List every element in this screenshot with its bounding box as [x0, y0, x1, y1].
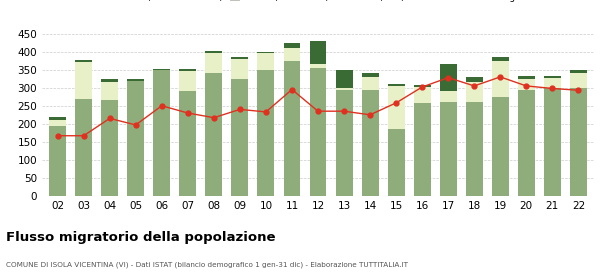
Bar: [388, 86, 404, 129]
Bar: [440, 64, 457, 91]
Bar: [544, 88, 561, 196]
Bar: [440, 91, 457, 102]
Bar: [49, 120, 66, 126]
Bar: [544, 78, 561, 88]
Bar: [101, 82, 118, 100]
Bar: [310, 68, 326, 196]
Bar: [466, 102, 482, 196]
Bar: [205, 53, 223, 73]
Bar: [310, 64, 326, 68]
Bar: [492, 61, 509, 97]
Bar: [232, 79, 248, 196]
Bar: [570, 73, 587, 88]
Bar: [179, 69, 196, 71]
Bar: [205, 51, 223, 53]
Bar: [101, 100, 118, 196]
Bar: [544, 76, 561, 78]
Bar: [232, 57, 248, 59]
Bar: [335, 88, 353, 90]
Bar: [154, 69, 170, 70]
Bar: [310, 41, 326, 64]
Bar: [49, 126, 66, 196]
Bar: [362, 73, 379, 77]
Bar: [75, 60, 92, 62]
Bar: [518, 90, 535, 196]
Bar: [413, 103, 431, 196]
Bar: [362, 90, 379, 196]
Bar: [49, 116, 66, 120]
Bar: [127, 81, 144, 196]
Bar: [75, 62, 92, 99]
Bar: [127, 80, 144, 81]
Bar: [362, 77, 379, 90]
Bar: [284, 43, 301, 48]
Bar: [335, 90, 353, 196]
Bar: [388, 129, 404, 196]
Bar: [179, 71, 196, 91]
Text: COMUNE DI ISOLA VICENTINA (VI) - Dati ISTAT (bilancio demografico 1 gen-31 dic) : COMUNE DI ISOLA VICENTINA (VI) - Dati IS…: [6, 262, 408, 268]
Bar: [466, 77, 482, 82]
Bar: [284, 61, 301, 196]
Bar: [492, 97, 509, 196]
Bar: [492, 57, 509, 61]
Bar: [257, 70, 274, 196]
Bar: [570, 88, 587, 196]
Bar: [257, 52, 274, 53]
Bar: [75, 99, 92, 196]
Bar: [440, 102, 457, 196]
Bar: [232, 59, 248, 79]
Bar: [413, 87, 431, 103]
Bar: [413, 85, 431, 87]
Bar: [466, 82, 482, 102]
Bar: [257, 53, 274, 70]
Bar: [518, 76, 535, 79]
Text: Flusso migratorio della popolazione: Flusso migratorio della popolazione: [6, 231, 275, 244]
Bar: [284, 48, 301, 61]
Bar: [518, 79, 535, 90]
Bar: [101, 79, 118, 82]
Bar: [388, 84, 404, 86]
Legend: Iscritti (da altri comuni), Iscritti (dall'estero), Iscritti (altri), Cancellati: Iscritti (da altri comuni), Iscritti (da…: [100, 0, 536, 6]
Bar: [335, 70, 353, 88]
Bar: [179, 91, 196, 196]
Bar: [154, 70, 170, 196]
Bar: [570, 70, 587, 73]
Bar: [205, 73, 223, 196]
